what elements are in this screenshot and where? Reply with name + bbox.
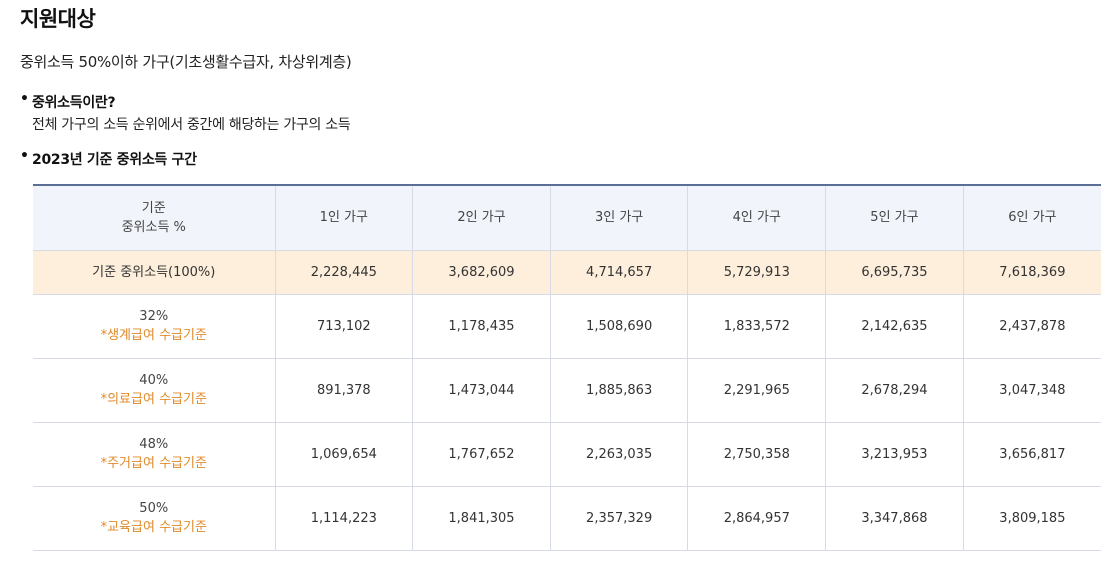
table-cell: 2,678,294 [825,358,964,423]
table-cell: 2,357,329 [549,486,688,551]
row-benefit-note: *교육급여 수급기준 [100,520,207,535]
section-title: 지원대상 [20,7,96,31]
table-cell: 891,378 [274,358,413,423]
header-corner-line2: 중위소득 % [121,219,186,235]
bullet-dot-icon: • [20,148,29,164]
table-cell: 1,841,305 [412,486,551,551]
table-cell: 3,656,817 [962,422,1101,487]
row-benefit-note: *주거급여 수급기준 [100,456,207,471]
header-household-3: 3인 가구 [549,185,688,251]
table-header-row: 기준 중위소득 % 1인 가구 2인 가구 3인 가구 4인 가구 5인 가구 … [33,185,1101,251]
table-cell: 1,833,572 [687,294,826,359]
row-percent: 50% [139,501,169,516]
table-cell: 4,714,657 [549,250,688,295]
table-cell: 6,695,735 [825,250,964,295]
table-cell: 5,729,913 [687,250,826,295]
table-cell: 3,213,953 [825,422,964,487]
bullet-description: 전체 가구의 소득 순위에서 중간에 해당하는 가구의 소득 [32,117,351,133]
table-cell: 3,682,609 [412,250,551,295]
header-corner-cell: 기준 중위소득 % [33,185,275,251]
table-cell: 2,263,035 [549,422,688,487]
header-household-6: 6인 가구 [962,185,1101,251]
header-corner-line1: 기준 [141,200,166,216]
table-cell: 1,473,044 [412,358,551,423]
row-benefit-note: *의료급여 수급기준 [100,392,207,407]
header-household-4: 4인 가구 [687,185,826,251]
table-cell: 1,178,435 [412,294,551,359]
bullet-heading: 2023년 기준 중위소득 구간 [32,152,197,168]
row-label: 40% *의료급여 수급기준 [33,358,275,423]
table-row: 50% *교육급여 수급기준 1,114,223 1,841,305 2,357… [33,486,1101,551]
table-cell: 2,437,878 [962,294,1101,359]
row-label: 48% *주거급여 수급기준 [33,422,275,487]
table-row: 48% *주거급여 수급기준 1,069,654 1,767,652 2,263… [33,422,1101,487]
row-percent: 40% [139,373,169,388]
table-cell: 2,142,635 [825,294,964,359]
table-cell: 1,885,863 [549,358,688,423]
table-row-base-median: 기준 중위소득(100%) 2,228,445 3,682,609 4,714,… [33,250,1101,295]
table-cell: 3,809,185 [962,486,1101,551]
header-household-2: 2인 가구 [412,185,551,251]
row-benefit-note: *생계급여 수급기준 [100,328,207,343]
row-label: 32% *생계급여 수급기준 [33,294,275,359]
table-cell: 2,228,445 [274,250,413,295]
table-cell: 2,864,957 [687,486,826,551]
row-percent: 32% [139,309,169,324]
table-cell: 1,069,654 [274,422,413,487]
table-row: 40% *의료급여 수급기준 891,378 1,473,044 1,885,8… [33,358,1101,423]
bullet-dot-icon: • [20,91,29,107]
table-cell: 1,508,690 [549,294,688,359]
row-percent: 48% [139,437,169,452]
table-cell: 1,114,223 [274,486,413,551]
bullet-heading: 중위소득이란? [32,95,116,111]
row-label: 50% *교육급여 수급기준 [33,486,275,551]
row-label: 기준 중위소득(100%) [33,250,275,295]
table-cell: 7,618,369 [962,250,1101,295]
table-cell: 2,750,358 [687,422,826,487]
median-income-table: 기준 중위소득 % 1인 가구 2인 가구 3인 가구 4인 가구 5인 가구 … [33,184,1101,551]
table-cell: 2,291,965 [687,358,826,423]
header-household-1: 1인 가구 [274,185,413,251]
header-household-5: 5인 가구 [825,185,964,251]
table-row: 32% *생계급여 수급기준 713,102 1,178,435 1,508,6… [33,294,1101,359]
table-cell: 713,102 [274,294,413,359]
support-target-text: 중위소득 50%이하 가구(기초생활수급자, 차상위계층) [20,53,352,71]
table-cell: 3,347,868 [825,486,964,551]
table-cell: 1,767,652 [412,422,551,487]
table-cell: 3,047,348 [962,358,1101,423]
